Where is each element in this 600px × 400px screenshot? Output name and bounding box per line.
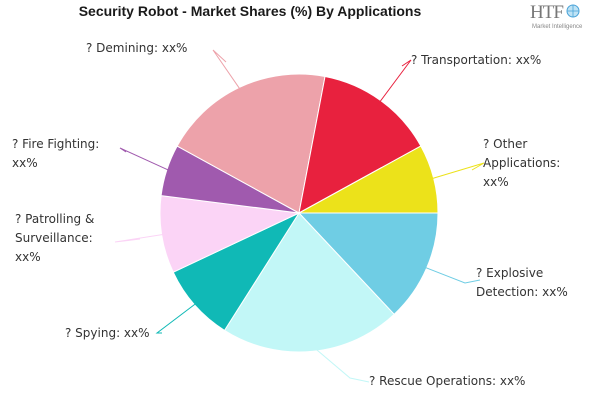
slice-label-line: ? Spying: xx% [65, 326, 150, 340]
slice-label-line: ? Transportation: xx% [411, 53, 541, 67]
slice-label-fire-fighting: ? Fire Fighting: xx% [12, 137, 99, 170]
slice-label-line: ? Explosive [476, 266, 543, 280]
slice-label-patrolling-surveillance: ? Patrolling & Surveillance: xx% [15, 212, 94, 264]
slice-label-line: ? Patrolling & [15, 212, 94, 226]
slice-label-explosive-detection: ? Explosive Detection: xx% [476, 266, 568, 299]
slice-label-line: xx% [15, 250, 41, 264]
htf-logo: HTF Market Intelligence [528, 2, 594, 36]
slice-label-rescue-operations: ? Rescue Operations: xx% [369, 374, 525, 388]
slice-label-line: Applications: [483, 156, 560, 170]
slice-label-demining: ? Demining: xx% [86, 41, 187, 55]
chart-title: Security Robot - Market Shares (%) By Ap… [78, 3, 422, 19]
globe-icon [566, 4, 580, 18]
slice-label-line: Surveillance: [15, 231, 93, 245]
logo-text: HTF [530, 2, 564, 23]
leader-line-transportation [376, 59, 412, 106]
slice-labels: ? Explosive Detection: xx% ? Rescue Operat… [12, 41, 568, 388]
leader-line-patrolling-surveillance [114, 233, 168, 243]
slice-label-transportation: ? Transportation: xx% [411, 53, 541, 67]
slice-label-line: ? Other [483, 137, 527, 151]
leader-line-explosive-detection [420, 265, 481, 284]
leader-line-demining [212, 49, 243, 93]
slice-label-spying: ? Spying: xx% [65, 326, 150, 340]
leader-line-spying [155, 300, 200, 334]
pie-slice-rescue-operations [223, 212, 395, 353]
leader-lines [114, 49, 485, 383]
leader-line-fire-fighting [119, 147, 173, 173]
slice-label-line: ? Fire Fighting: [12, 137, 99, 151]
slice-label-line: ? Demining: xx% [86, 41, 187, 55]
slice-label-line: Detection: xx% [476, 285, 568, 299]
slice-label-other-applications: ? Other Applications: xx% [483, 137, 560, 189]
leader-line-other-applications [427, 162, 485, 181]
slice-label-line: xx% [483, 175, 509, 189]
pie-slices [159, 73, 439, 353]
slice-label-line: ? Rescue Operations: xx% [369, 374, 525, 388]
pie-slice-demining [176, 73, 326, 214]
slice-label-line: xx% [12, 156, 38, 170]
leader-line-rescue-operations [311, 345, 370, 383]
logo-subtext: Market Intelligence [532, 24, 583, 30]
